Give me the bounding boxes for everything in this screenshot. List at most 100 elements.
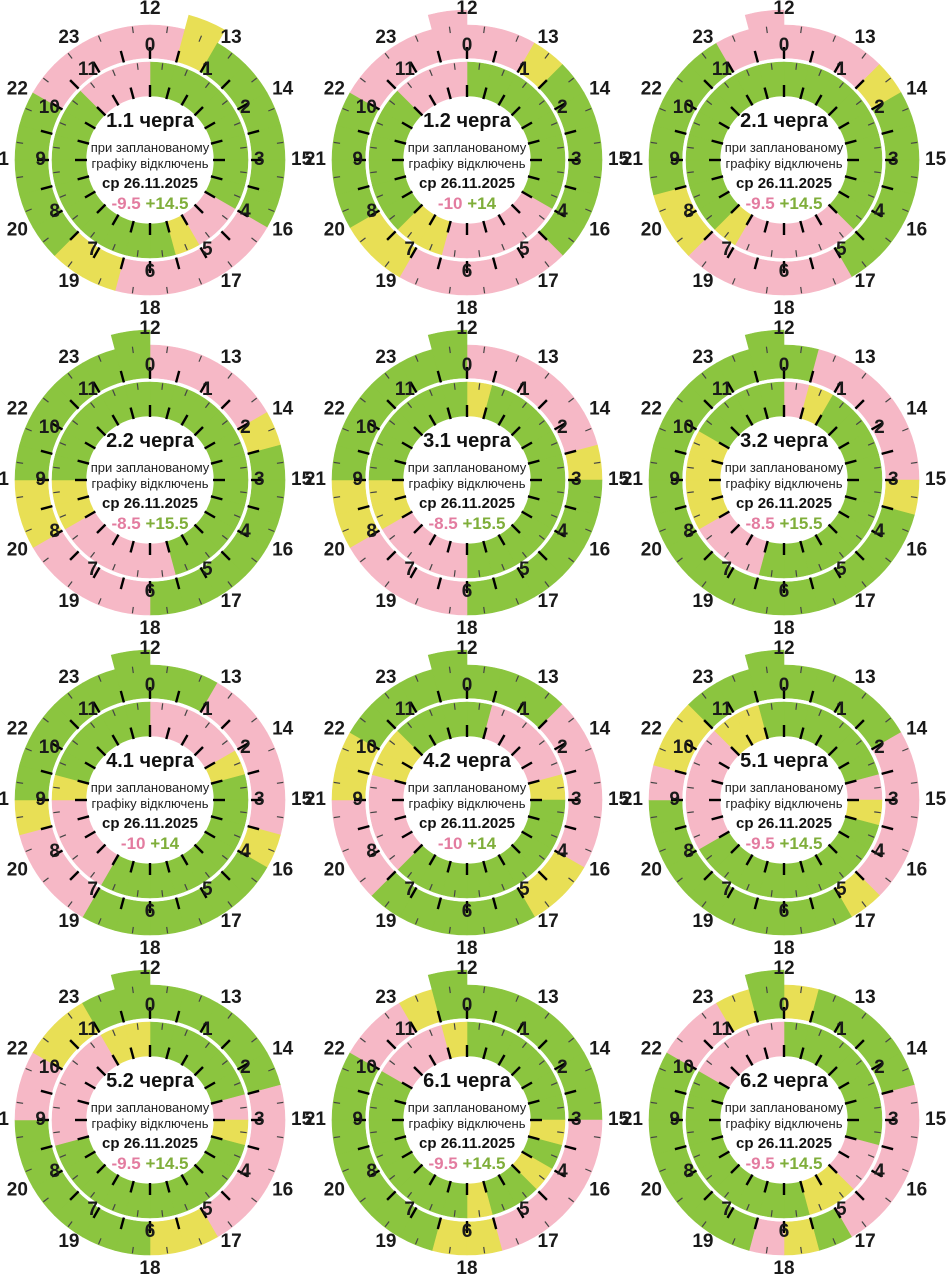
svg-text:18: 18 xyxy=(456,618,477,639)
svg-text:19: 19 xyxy=(375,1231,396,1252)
svg-text:1: 1 xyxy=(519,379,530,400)
svg-text:2: 2 xyxy=(240,1057,251,1078)
svg-text:4: 4 xyxy=(874,521,885,542)
svg-text:9: 9 xyxy=(669,149,680,170)
svg-text:12: 12 xyxy=(773,318,794,339)
svg-text:20: 20 xyxy=(324,1180,345,1201)
svg-text:5: 5 xyxy=(836,1199,847,1220)
svg-text:1: 1 xyxy=(836,699,847,720)
svg-text:5: 5 xyxy=(202,559,213,580)
svg-text:5: 5 xyxy=(519,559,530,580)
svg-text:8: 8 xyxy=(366,1161,377,1182)
svg-text:3: 3 xyxy=(888,789,899,810)
svg-text:-9.5 +14.5: -9.5 +14.5 xyxy=(745,194,822,213)
svg-text:19: 19 xyxy=(58,591,79,612)
svg-text:0: 0 xyxy=(462,675,473,696)
svg-text:13: 13 xyxy=(538,347,559,368)
svg-text:-9.5 +14.5: -9.5 +14.5 xyxy=(111,1154,188,1173)
svg-text:1.1 черга: 1.1 черга xyxy=(106,110,195,132)
svg-text:1: 1 xyxy=(202,699,213,720)
svg-text:22: 22 xyxy=(324,399,345,420)
svg-text:22: 22 xyxy=(324,1039,345,1060)
svg-text:22: 22 xyxy=(324,719,345,740)
svg-text:11: 11 xyxy=(395,699,416,720)
svg-text:17: 17 xyxy=(221,1231,242,1252)
svg-text:10: 10 xyxy=(356,1057,377,1078)
svg-text:10: 10 xyxy=(673,417,694,438)
svg-text:4: 4 xyxy=(874,201,885,222)
svg-text:17: 17 xyxy=(538,1231,559,1252)
svg-text:7: 7 xyxy=(404,559,415,580)
svg-text:19: 19 xyxy=(692,591,713,612)
svg-text:6: 6 xyxy=(462,901,473,922)
svg-text:11: 11 xyxy=(712,1019,733,1040)
svg-text:5: 5 xyxy=(519,239,530,260)
svg-text:ср 26.11.2025: ср 26.11.2025 xyxy=(736,175,832,192)
svg-text:6.2 черга: 6.2 черга xyxy=(740,1070,829,1092)
svg-text:19: 19 xyxy=(692,1231,713,1252)
svg-text:2: 2 xyxy=(240,417,251,438)
svg-text:7: 7 xyxy=(721,1199,732,1220)
svg-text:1: 1 xyxy=(836,379,847,400)
svg-text:5: 5 xyxy=(836,879,847,900)
svg-text:2: 2 xyxy=(874,1057,885,1078)
svg-text:3: 3 xyxy=(254,789,265,810)
svg-text:8: 8 xyxy=(683,201,694,222)
svg-text:5: 5 xyxy=(202,1199,213,1220)
svg-text:2: 2 xyxy=(874,737,885,758)
svg-text:12: 12 xyxy=(139,958,160,979)
svg-text:9: 9 xyxy=(35,1109,46,1130)
svg-text:3: 3 xyxy=(571,469,582,490)
svg-text:17: 17 xyxy=(221,591,242,612)
svg-text:17: 17 xyxy=(538,591,559,612)
svg-text:5: 5 xyxy=(202,239,213,260)
svg-text:22: 22 xyxy=(7,79,28,100)
svg-text:5: 5 xyxy=(519,1199,530,1220)
svg-text:10: 10 xyxy=(39,417,60,438)
svg-text:графіку відключень: графіку відключень xyxy=(726,796,843,811)
svg-text:графіку відключень: графіку відключень xyxy=(409,1116,526,1131)
svg-text:14: 14 xyxy=(272,1039,294,1060)
svg-text:0: 0 xyxy=(145,675,156,696)
svg-text:21: 21 xyxy=(622,149,644,170)
svg-text:20: 20 xyxy=(324,540,345,561)
svg-text:0: 0 xyxy=(779,675,790,696)
svg-text:при запланованому: при запланованому xyxy=(91,780,210,795)
svg-text:18: 18 xyxy=(773,298,794,319)
svg-text:10: 10 xyxy=(673,1057,694,1078)
svg-text:0: 0 xyxy=(145,35,156,56)
svg-text:-8.5 +15.5: -8.5 +15.5 xyxy=(745,514,822,533)
svg-text:12: 12 xyxy=(139,318,160,339)
svg-text:графіку відключень: графіку відключень xyxy=(726,1116,843,1131)
svg-text:3: 3 xyxy=(888,469,899,490)
svg-text:ср 26.11.2025: ср 26.11.2025 xyxy=(419,815,515,832)
svg-text:4: 4 xyxy=(874,841,885,862)
svg-text:21: 21 xyxy=(0,1109,9,1130)
svg-text:8: 8 xyxy=(49,1161,60,1182)
svg-text:4: 4 xyxy=(557,201,568,222)
svg-text:11: 11 xyxy=(712,379,733,400)
svg-text:14: 14 xyxy=(589,1039,611,1060)
svg-text:-10 +14: -10 +14 xyxy=(121,834,180,853)
svg-text:14: 14 xyxy=(906,79,928,100)
svg-text:16: 16 xyxy=(906,1180,927,1201)
svg-text:0: 0 xyxy=(145,995,156,1016)
svg-text:1: 1 xyxy=(836,1019,847,1040)
svg-text:графіку відключень: графіку відключень xyxy=(92,796,209,811)
svg-text:14: 14 xyxy=(906,1039,928,1060)
svg-text:6: 6 xyxy=(779,1221,790,1242)
svg-text:17: 17 xyxy=(855,591,876,612)
svg-text:9: 9 xyxy=(35,149,46,170)
svg-text:6: 6 xyxy=(462,261,473,282)
svg-text:13: 13 xyxy=(855,27,876,48)
svg-text:15: 15 xyxy=(925,149,947,170)
svg-text:3: 3 xyxy=(254,469,265,490)
svg-text:3.2 черга: 3.2 черга xyxy=(740,430,829,452)
svg-text:19: 19 xyxy=(375,271,396,292)
svg-text:14: 14 xyxy=(906,719,928,740)
svg-text:4: 4 xyxy=(240,521,251,542)
svg-text:12: 12 xyxy=(773,638,794,659)
svg-text:0: 0 xyxy=(462,995,473,1016)
svg-text:18: 18 xyxy=(773,1258,794,1279)
svg-text:0: 0 xyxy=(779,995,790,1016)
